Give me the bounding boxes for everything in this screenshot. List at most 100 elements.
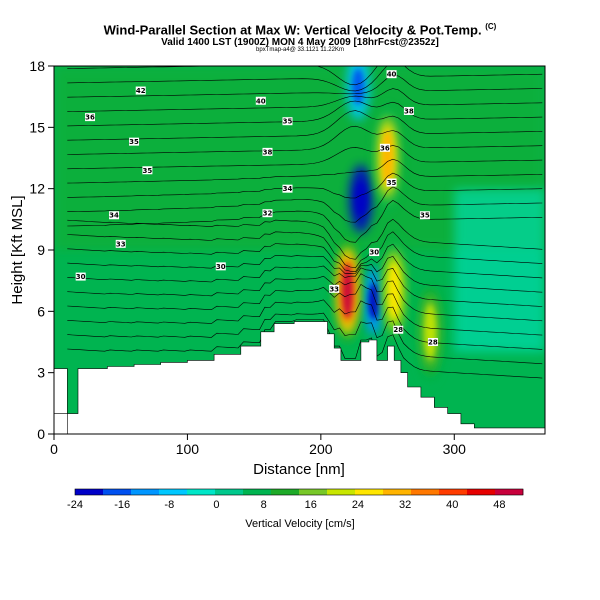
contour-label-text: 32 <box>263 210 273 218</box>
colorbar-swatch <box>131 489 160 495</box>
contour-label-bg <box>379 143 390 152</box>
contour-label: 36 <box>379 143 390 152</box>
contour-label-text: 38 <box>404 107 414 115</box>
contour-label: 35 <box>282 117 293 126</box>
contour-label-bg <box>262 209 273 218</box>
updraft-level <box>381 130 394 186</box>
colorbar-swatch <box>159 489 188 495</box>
terrain <box>54 321 545 434</box>
contour-label-bg <box>129 137 140 146</box>
colorbar-swatch <box>215 489 244 495</box>
x-tick-label: 0 <box>50 441 58 457</box>
colorbar-tick-label: 8 <box>261 499 267 511</box>
contour-label: 36 <box>85 113 96 122</box>
contour-label-text: 40 <box>387 71 397 79</box>
chart-subtitle: Valid 1400 LST (1900Z) MON 4 May 2009 [1… <box>161 37 439 48</box>
colorbar-tick-label: -8 <box>164 499 174 511</box>
contour-label-bg <box>329 284 340 293</box>
updraft-level <box>341 263 354 319</box>
isentrope-line <box>67 299 543 350</box>
isentrope-line <box>67 243 543 279</box>
colorbar-tick-label: -24 <box>67 499 83 511</box>
colorbar-frame <box>74 488 524 496</box>
contour-label-text: 33 <box>116 240 126 248</box>
contour-label: 28 <box>427 338 438 347</box>
colorbar-swatch <box>243 489 272 495</box>
colorbar-tick-label: 0 <box>213 499 219 511</box>
isentrope-line <box>67 125 543 155</box>
contour-label-bg <box>386 70 397 79</box>
colorbar: -24 -16 -8 0 8 16 24 32 40 48 <box>67 488 524 511</box>
colorbar-tick-label: 16 <box>305 499 317 511</box>
isentrope-line <box>67 312 543 365</box>
contour-label: 32 <box>262 209 273 218</box>
colorbar-swatch <box>299 489 328 495</box>
contour-label-bg <box>427 338 438 346</box>
contour-label: 38 <box>403 106 414 115</box>
contour-label-text: 33 <box>329 285 339 293</box>
contour-labels: 42 36 40 35 35 38 35 34 34 32 33 30 30 33 30 40 38 36 35 35… <box>75 70 438 347</box>
contour-label: 30 <box>75 272 86 281</box>
colorbar-tick-label: 48 <box>493 499 505 511</box>
downdraft-core <box>368 283 381 320</box>
isentropes <box>67 66 543 379</box>
contour-label-text: 35 <box>420 212 430 220</box>
contour-label-text: 35 <box>129 138 139 146</box>
colorbar-swatch <box>411 489 440 495</box>
updraft-level <box>388 263 400 319</box>
contour-label: 30 <box>369 248 380 257</box>
contour-label-text: 30 <box>369 249 379 257</box>
contour-label: 40 <box>386 70 397 79</box>
contour-label-text: 35 <box>387 179 397 187</box>
isentrope-line <box>67 88 543 112</box>
contour-label-text: 34 <box>283 185 293 193</box>
x-axis-title: Distance [nm] <box>253 461 345 478</box>
isentrope-line <box>67 74 543 98</box>
downdraft-core <box>352 68 365 105</box>
x-tick-label: 300 <box>443 441 467 457</box>
contour-label-bg <box>142 166 153 175</box>
colorbar-swatch <box>467 489 496 495</box>
x-tick-label: 100 <box>176 441 200 457</box>
contour-label-text: 35 <box>283 118 293 126</box>
isentrope-line <box>67 254 543 293</box>
x-tick-label: 200 <box>309 441 333 457</box>
contour-label-text: 30 <box>216 263 226 271</box>
contour-label-bg <box>262 147 273 156</box>
right-field-band <box>454 188 545 353</box>
contour-label-text: 38 <box>263 148 273 156</box>
contour-label-text: 34 <box>109 212 119 220</box>
y-tick-label: 6 <box>37 303 45 319</box>
colorbar-swatch <box>327 489 356 495</box>
colorbar-swatch <box>383 489 412 495</box>
contour-label-text: 35 <box>143 167 153 175</box>
contour-label-text: 30 <box>76 273 86 281</box>
isentrope-line <box>67 172 543 199</box>
updraft-level <box>424 304 436 360</box>
colorbar-swatch <box>355 489 384 495</box>
isentrope-line <box>67 66 378 86</box>
contour-label-bg <box>115 239 126 248</box>
isentrope-line <box>67 158 543 184</box>
contour-label: 38 <box>262 147 273 156</box>
contour-label-text: 40 <box>256 97 266 105</box>
isentrope-line <box>67 283 543 336</box>
contour-label-bg <box>403 106 414 115</box>
colorbar-swatch <box>103 489 132 495</box>
colorbar-swatch <box>495 489 524 495</box>
isentrope-line <box>67 231 543 269</box>
isentrope-line <box>67 110 543 141</box>
colorbar-swatch <box>75 489 104 495</box>
contour-label-bg <box>282 184 293 193</box>
y-tick-label: 3 <box>37 365 45 381</box>
contour-label-text: 42 <box>136 87 146 95</box>
colorbar-tick-label: -16 <box>114 499 130 511</box>
contour-label: 35 <box>419 211 430 220</box>
colorbar-tick-label: 32 <box>399 499 411 511</box>
contour-label-bg <box>282 117 293 126</box>
contour-label-text: 28 <box>428 339 438 347</box>
y-tick-label: 15 <box>29 119 45 135</box>
contour-label: 42 <box>135 86 146 95</box>
contour-label-text: 28 <box>393 326 403 334</box>
